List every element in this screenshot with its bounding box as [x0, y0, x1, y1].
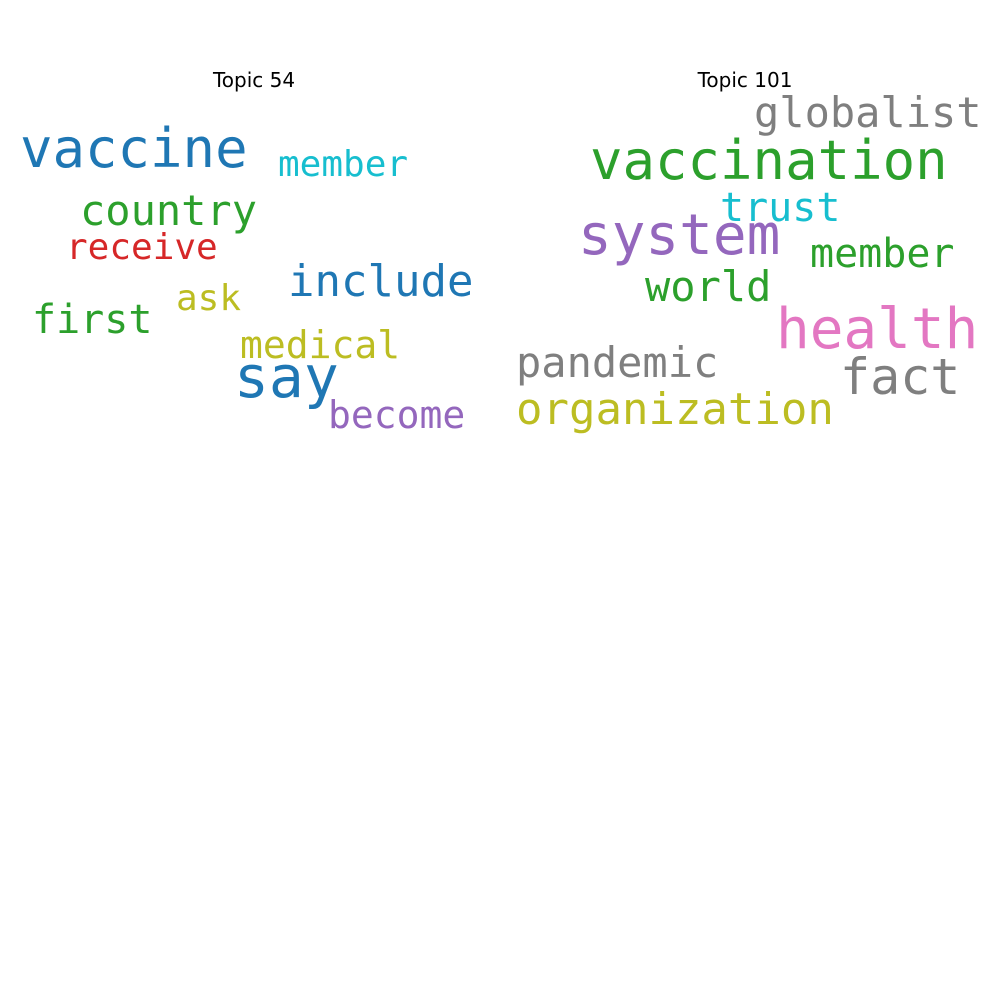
word-organization: organization	[516, 384, 834, 435]
word-health: health	[776, 297, 979, 362]
topic-54-panel: Topic 54 vaccine member country receive …	[20, 68, 474, 437]
topic-54-title: Topic 54	[212, 68, 296, 92]
word-fact: fact	[840, 348, 961, 406]
word-globalist: globalist	[754, 88, 982, 137]
word-member: member	[278, 144, 409, 185]
word-ask: ask	[176, 278, 242, 319]
word-first: first	[32, 297, 153, 343]
word-trust: trust	[720, 185, 841, 231]
word-world: world	[645, 262, 772, 311]
word-pandemic: pandemic	[516, 338, 719, 387]
word-medical: medical	[240, 323, 401, 367]
topic-101-panel: Topic 101 globalist vaccination trust sy…	[500, 0, 1000, 1000]
word-vaccine: vaccine	[20, 117, 248, 180]
word-receive: receive	[66, 227, 218, 268]
word-system: system	[578, 203, 781, 268]
word-vaccination: vaccination	[590, 129, 948, 192]
word-include: include	[288, 256, 474, 307]
word-become: become	[328, 393, 466, 437]
word-country: country	[80, 186, 258, 235]
topic-101-title: Topic 101	[697, 68, 793, 92]
word-member: member	[810, 231, 955, 277]
word-say: say	[234, 343, 339, 411]
